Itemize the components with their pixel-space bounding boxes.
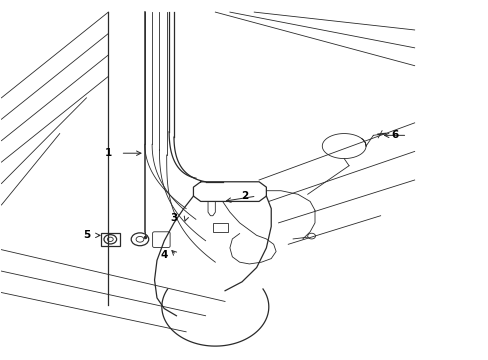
Text: 2: 2 — [241, 191, 247, 201]
Text: 5: 5 — [82, 230, 90, 240]
Text: 6: 6 — [391, 130, 398, 140]
FancyBboxPatch shape — [152, 232, 170, 248]
Text: 1: 1 — [104, 148, 112, 158]
Bar — [212, 223, 228, 232]
Text: 4: 4 — [160, 250, 167, 260]
Bar — [101, 233, 119, 246]
Text: 3: 3 — [170, 212, 177, 222]
